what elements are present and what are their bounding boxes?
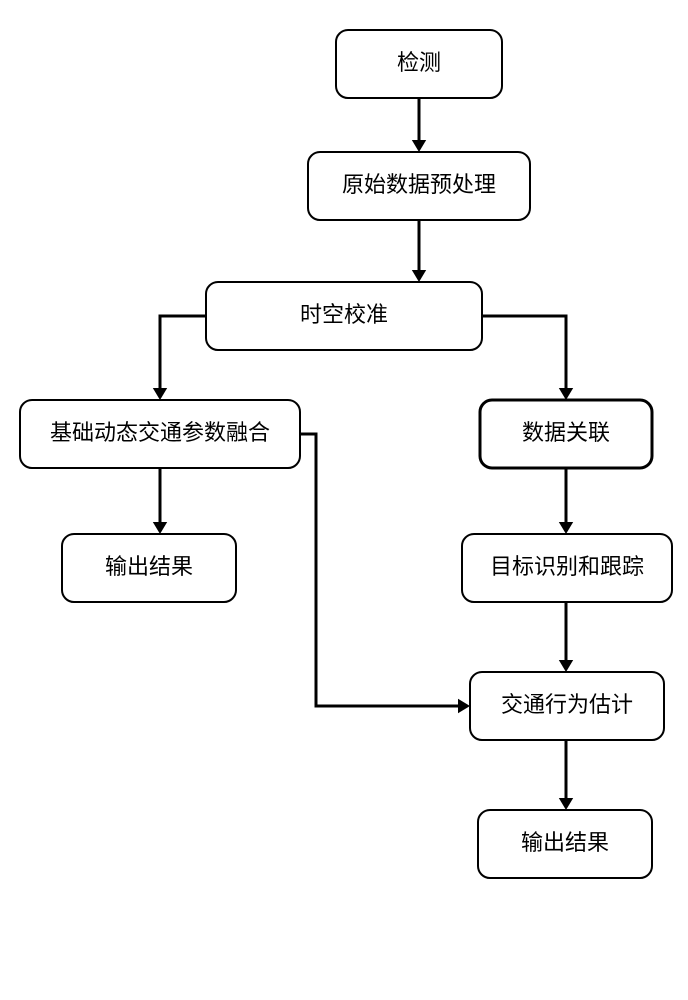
node-label: 基础动态交通参数融合 (50, 420, 270, 445)
node-label: 时空校准 (300, 302, 388, 327)
edge-n4-n6 (153, 468, 167, 534)
node-n6: 输出结果 (62, 534, 236, 602)
node-label: 原始数据预处理 (342, 172, 496, 197)
node-n8: 交通行为估计 (470, 672, 664, 740)
flowchart-canvas: 检测原始数据预处理时空校准基础动态交通参数融合 数据关联输出结果 目标识别和跟踪交通… (0, 0, 688, 1000)
node-n9: 输出结果 (478, 810, 652, 878)
node-n5: 数据关联 (480, 400, 652, 468)
node-label: 交通行为估计 (501, 692, 633, 717)
node-label: 输出结果 (105, 554, 193, 579)
node-n7: 目标识别和跟踪 (462, 534, 672, 602)
edge-n5-n7 (559, 468, 573, 534)
edge-n3-n5 (482, 316, 573, 400)
node-n4: 基础动态交通参数融合 (20, 400, 300, 468)
edge-n1-n2 (412, 98, 426, 152)
node-label: 输出结果 (521, 830, 609, 855)
nodes-layer: 检测原始数据预处理时空校准基础动态交通参数融合 数据关联输出结果 目标识别和跟踪交通… (20, 30, 672, 878)
edge-n8-n9 (559, 740, 573, 810)
node-n3: 时空校准 (206, 282, 482, 350)
node-label: 数据关联 (522, 420, 610, 445)
node-label: 检测 (397, 50, 441, 75)
edge-n4-n8 (300, 434, 470, 713)
node-n2: 原始数据预处理 (308, 152, 530, 220)
node-n1: 检测 (336, 30, 502, 98)
edge-n3-n4 (153, 316, 206, 400)
node-label: 目标识别和跟踪 (490, 554, 644, 579)
edge-n7-n8 (559, 602, 573, 672)
edge-n2-n3 (412, 220, 426, 282)
